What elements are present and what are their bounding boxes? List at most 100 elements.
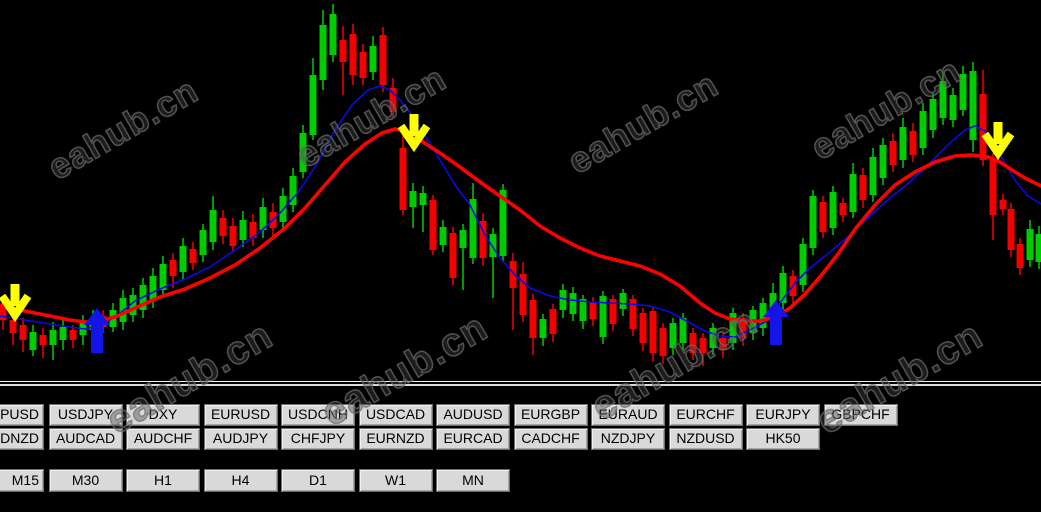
timeframe-button-m15[interactable]: M15 [0,469,44,492]
symbol-button-eurjpy[interactable]: EURJPY [746,404,820,426]
candle [879,138,887,185]
sell-arrow-icon [397,114,431,153]
candle [9,315,17,345]
symbol-button-audjpy[interactable]: AUDJPY [203,428,278,450]
candle [629,295,637,336]
timeframe-button-w1[interactable]: W1 [358,469,433,492]
chart-bottom-separator [0,381,1041,382]
candle [729,308,737,350]
candle [819,196,827,238]
symbol-button-pusd[interactable]: PUSD [0,404,44,426]
timeframe-button-h4[interactable]: H4 [203,469,278,492]
candle [779,266,787,310]
candle [889,133,897,172]
symbol-button-nzdjpy[interactable]: NZDJPY [591,428,665,450]
candle [239,211,247,247]
candle [869,148,877,202]
candle [529,294,537,355]
symbol-button-audchf[interactable]: AUDCHF [126,428,200,450]
symbol-button-eurgbp[interactable]: EURGBP [513,404,588,426]
candle [219,210,227,244]
candle [669,318,677,355]
candle [19,318,27,352]
candle [799,238,807,292]
candle [479,213,487,266]
candle [159,256,167,297]
symbol-button-usdcad[interactable]: USDCAD [358,404,433,426]
candle [79,315,87,345]
candle [839,198,847,222]
timeframe-button-d1[interactable]: D1 [281,469,355,492]
candle [359,44,367,85]
symbol-button-nzdusd[interactable]: NZDUSD [668,428,743,450]
symbol-button-eurusd[interactable]: EURUSD [203,404,278,426]
candle [299,125,307,178]
candle [439,220,447,252]
candle [69,325,77,348]
candle [29,325,37,356]
candle [329,4,337,62]
candle [489,228,497,298]
candle [719,333,727,358]
ma-slow-red-line [0,127,1041,324]
candle [419,186,427,232]
candle [939,73,947,125]
candle [469,183,477,264]
candle [829,186,837,235]
candle [399,128,407,215]
symbol-button-usdcnh[interactable]: USDCNH [281,404,355,426]
symbol-button-audusd[interactable]: AUDUSD [436,404,510,426]
candle [179,238,187,280]
candle [689,328,697,360]
symbol-button-usdjpy[interactable]: USDJPY [48,404,123,426]
candle [319,10,327,90]
candle [709,323,717,355]
symbol-button-euraud[interactable]: EURAUD [591,404,665,426]
timeframe-button-m30[interactable]: M30 [48,469,123,492]
candle [929,93,937,138]
candle [659,323,667,364]
candle [739,313,747,346]
candle [559,284,567,318]
symbol-button-chfjpy[interactable]: CHFJPY [281,428,355,450]
candle [959,66,967,116]
symbol-button-cadchf[interactable]: CADCHF [513,428,588,450]
candle [549,304,557,342]
candle [699,333,707,366]
candle [309,58,317,140]
candle [49,322,57,360]
candle [449,227,457,285]
candle [169,253,177,288]
candlestick-chart-svg [0,4,1041,366]
panel-top-separator [0,384,1041,386]
candle [339,26,347,95]
symbol-button-hk50[interactable]: HK50 [746,428,820,450]
symbol-button-gbpchf[interactable]: GBPCHF [823,404,898,426]
candle [379,27,387,92]
candle [39,328,47,358]
candle [639,308,647,351]
symbol-button-eurnzd[interactable]: EURNZD [358,428,433,450]
candle [989,153,997,240]
candle [579,295,587,329]
candle [59,320,67,350]
symbol-button-eurchf[interactable]: EURCHF [668,404,743,426]
symbol-button-audcad[interactable]: AUDCAD [48,428,123,450]
symbol-button-dnzd[interactable]: DNZD [0,428,44,450]
buy-arrow-icon [763,300,789,345]
candle [199,224,207,262]
timeframe-button-h1[interactable]: H1 [126,469,200,492]
symbol-button-eurcad[interactable]: EURCAD [436,428,510,450]
ma-fast-blue-line [0,85,1041,338]
candle [1026,220,1034,267]
symbol-switch-panel: PUSD USDJPY DXY EURUSD USDCNH USDCAD AUDUSD EUR… [0,387,1041,512]
candle [229,218,237,252]
timeframe-button-mn[interactable]: MN [436,469,510,492]
candle [189,242,197,270]
symbol-button-dxy[interactable]: DXY [126,404,200,426]
candle [1035,226,1041,269]
candle [539,314,547,346]
candle [259,198,267,238]
buy-arrow-icon [84,308,110,353]
candle [129,288,137,322]
